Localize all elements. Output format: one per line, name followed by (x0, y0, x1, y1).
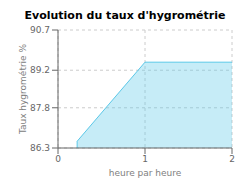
svg-text:heure par heure: heure par heure (109, 168, 182, 178)
html-text:Evolution du taux d'hygrométri: Evolution du taux d'hygrométrie (24, 9, 226, 22)
svg-text:87.8: 87.8 (30, 103, 50, 113)
svg-text:Taux hygrométrie %: Taux hygrométrie % (18, 43, 28, 135)
svg-text:89.2: 89.2 (30, 65, 50, 75)
svg-text:2: 2 (229, 154, 235, 164)
svg-text:86.3: 86.3 (30, 143, 50, 153)
svg-text:1: 1 (142, 154, 148, 164)
svg-text:90.7: 90.7 (30, 25, 50, 35)
svg-text:0: 0 (55, 154, 61, 164)
